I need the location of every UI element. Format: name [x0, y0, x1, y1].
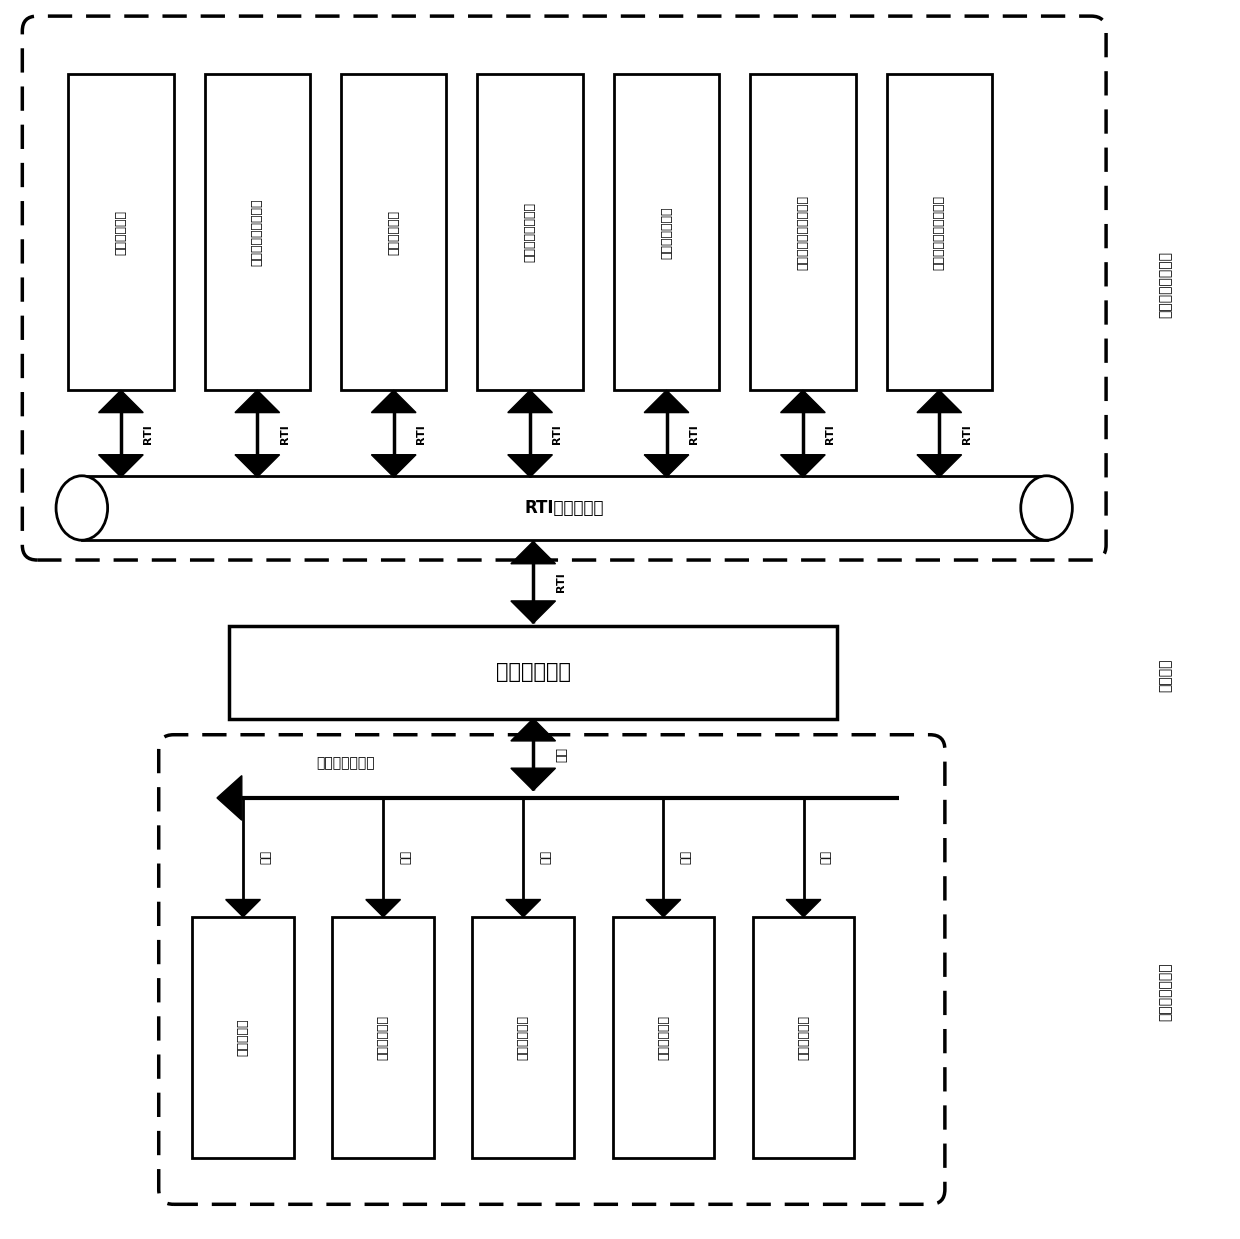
- Bar: [82, 476, 1047, 540]
- Text: RTI: RTI: [552, 424, 563, 444]
- Text: 代理联邦成员: 代理联邦成员: [496, 662, 570, 683]
- Text: 指挥控制系统: 指挥控制系统: [114, 209, 128, 255]
- Polygon shape: [99, 455, 144, 477]
- Text: 光纤: 光纤: [539, 850, 552, 865]
- Bar: [750, 74, 856, 390]
- Text: RTI: RTI: [417, 424, 427, 444]
- Polygon shape: [916, 455, 962, 477]
- Bar: [68, 74, 174, 390]
- Text: 光纤: 光纤: [820, 850, 832, 865]
- Text: RTI以太网链路: RTI以太网链路: [525, 499, 604, 517]
- Polygon shape: [508, 390, 552, 413]
- Polygon shape: [511, 541, 556, 564]
- Text: 光纤: 光纤: [399, 850, 412, 865]
- Polygon shape: [372, 390, 417, 413]
- Text: RTI: RTI: [689, 424, 699, 444]
- Bar: [229, 626, 837, 719]
- Polygon shape: [217, 776, 242, 820]
- Polygon shape: [506, 900, 541, 917]
- Bar: [753, 917, 854, 1158]
- Polygon shape: [645, 455, 689, 477]
- Polygon shape: [781, 455, 826, 477]
- Polygon shape: [99, 390, 144, 413]
- Bar: [477, 74, 583, 390]
- Polygon shape: [781, 390, 826, 413]
- Text: RTI: RTI: [144, 424, 154, 444]
- Text: 目标模拟系统: 目标模拟系统: [797, 1015, 810, 1061]
- Polygon shape: [511, 601, 556, 623]
- Text: 目标仿真系统: 目标仿真系统: [387, 209, 401, 255]
- Text: 虚拟战场仿真系统: 虚拟战场仿真系统: [1158, 252, 1173, 318]
- Text: RTI: RTI: [279, 424, 290, 444]
- Polygon shape: [786, 900, 821, 917]
- Text: 光纤: 光纤: [680, 850, 692, 865]
- Text: 仿真计算机: 仿真计算机: [237, 1018, 249, 1057]
- Text: 光纤反射内存网: 光纤反射内存网: [316, 757, 374, 771]
- Text: RTI: RTI: [556, 572, 565, 592]
- Text: 作战对象仿真系统: 作战对象仿真系统: [523, 202, 537, 263]
- Bar: [205, 74, 310, 390]
- Text: 桥接组件: 桥接组件: [1158, 658, 1173, 693]
- Text: 大数据大场量组织管制: 大数据大场量组织管制: [796, 195, 810, 270]
- Text: 负载模拟系统: 负载模拟系统: [657, 1015, 670, 1061]
- Text: 光纤: 光纤: [556, 747, 568, 762]
- Polygon shape: [511, 768, 556, 790]
- Polygon shape: [236, 390, 279, 413]
- Polygon shape: [916, 390, 962, 413]
- Polygon shape: [366, 900, 401, 917]
- Ellipse shape: [1021, 476, 1073, 540]
- Bar: [341, 74, 446, 390]
- Bar: [614, 74, 719, 390]
- Polygon shape: [508, 455, 552, 477]
- Text: 记录与评估系统: 记录与评估系统: [660, 206, 673, 259]
- Bar: [613, 917, 714, 1158]
- Ellipse shape: [56, 476, 108, 540]
- Text: 空天地战场环境系统: 空天地战场环境系统: [250, 198, 264, 266]
- Bar: [887, 74, 992, 390]
- Polygon shape: [645, 390, 689, 413]
- Bar: [332, 917, 434, 1158]
- Text: 卫星模拟系统: 卫星模拟系统: [517, 1015, 529, 1061]
- Text: 半实物仿真系统: 半实物仿真系统: [1158, 961, 1173, 1021]
- Polygon shape: [646, 900, 681, 917]
- Bar: [472, 917, 574, 1158]
- Text: 大屏显示与可视化系统: 大屏显示与可视化系统: [932, 195, 946, 270]
- Text: RTI: RTI: [962, 424, 972, 444]
- Polygon shape: [511, 719, 556, 741]
- Polygon shape: [372, 455, 417, 477]
- Polygon shape: [236, 455, 279, 477]
- Text: 光纤: 光纤: [259, 850, 272, 865]
- Bar: [192, 917, 294, 1158]
- Polygon shape: [226, 900, 260, 917]
- Text: RTI: RTI: [826, 424, 836, 444]
- Text: 姿态模拟系统: 姿态模拟系统: [377, 1015, 389, 1061]
